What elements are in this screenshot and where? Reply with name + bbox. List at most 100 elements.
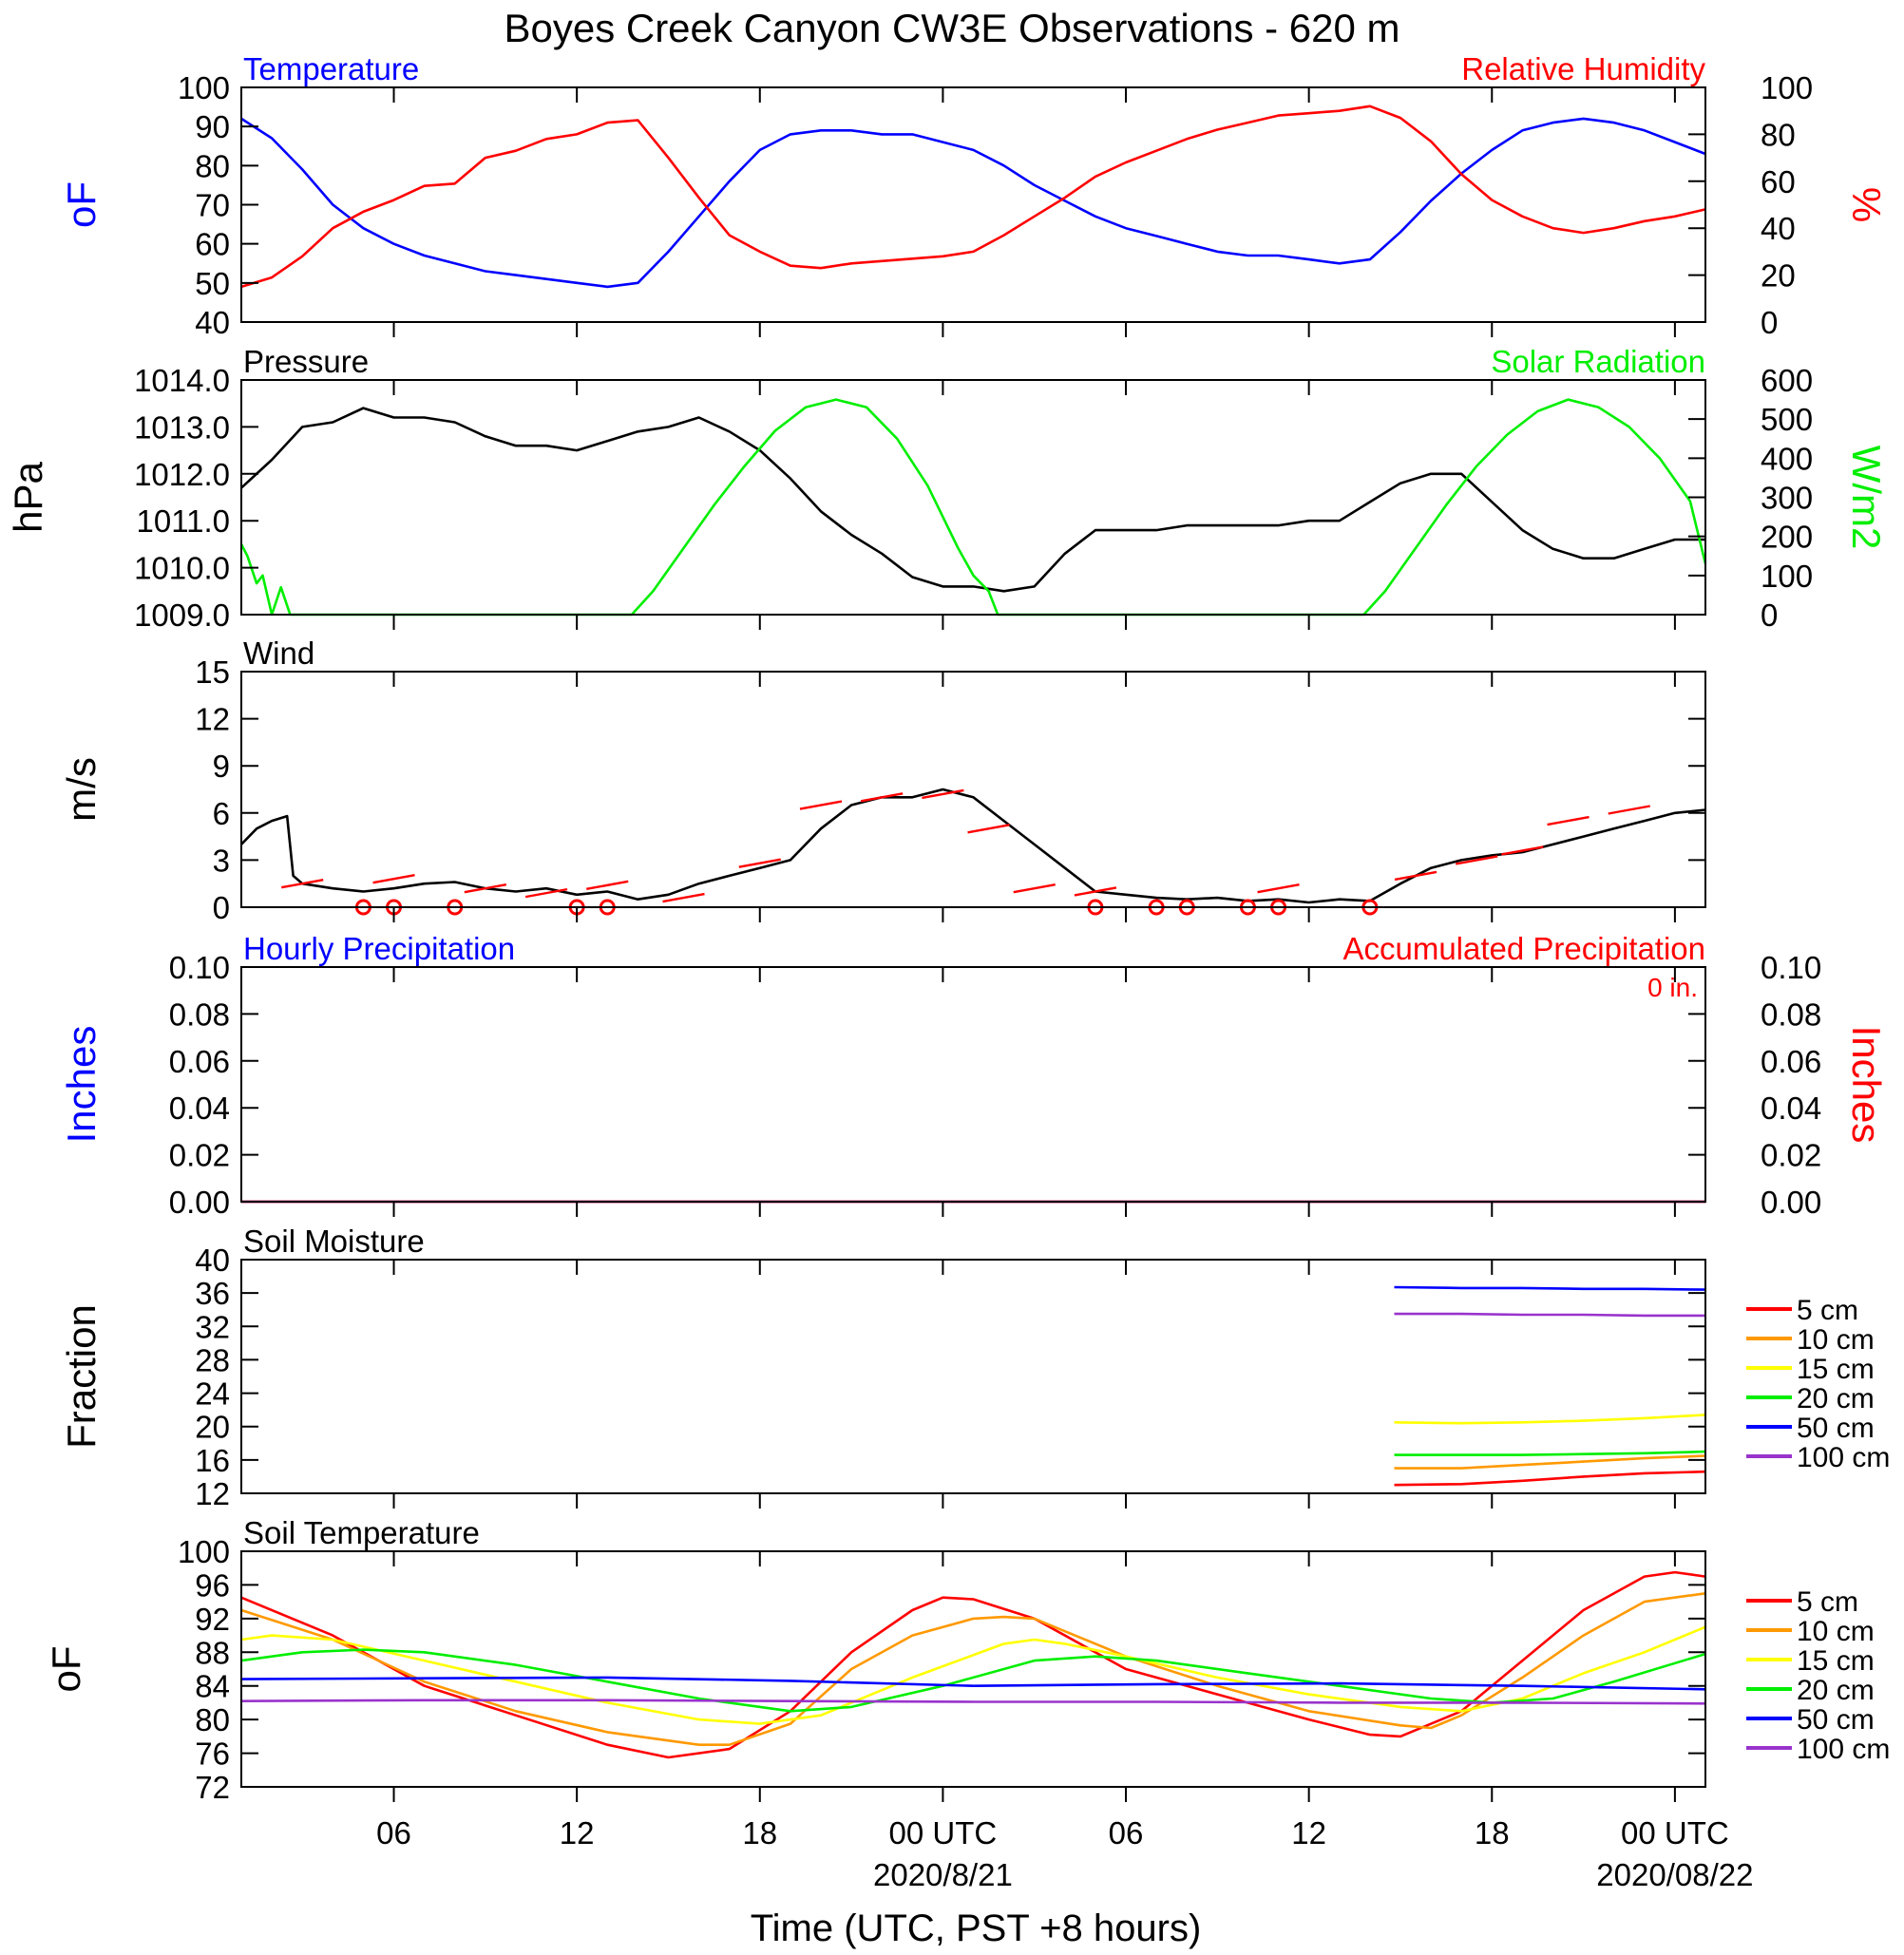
panel-temp_rh: 40 50 60 70 80 90 100 0 20 40 60 80 100 Temperature Re… <box>59 51 1889 340</box>
legend-label: 10 cm <box>1797 1324 1875 1356</box>
y-tick-label-right: 400 <box>1761 441 1813 476</box>
wind-barb <box>1013 883 1056 894</box>
x-tick-label: 18 <box>742 1815 777 1851</box>
y-tick-label-left: 90 <box>195 109 230 144</box>
y-tick-label-left: 15 <box>195 655 230 690</box>
wind-barb <box>738 858 781 868</box>
series-line-20-cm <box>1394 1450 1706 1456</box>
y-tick-label-left: 0.02 <box>169 1138 230 1173</box>
series-line-solar-radiation <box>239 398 1707 617</box>
chart-title: Boyes Creek Canyon CW3E Observations - 6… <box>504 6 1399 50</box>
panel-frame <box>240 1550 1706 1788</box>
panel-title-right: Relative Humidity <box>1461 51 1705 86</box>
y-tick-label-left: 1014.0 <box>134 363 230 398</box>
legend-label: 15 cm <box>1797 1354 1875 1385</box>
panel-title-left: Pressure <box>243 344 369 379</box>
y-tick-label-right: 100 <box>1761 559 1813 594</box>
wind-barb <box>662 892 705 903</box>
legend-label: 10 cm <box>1797 1616 1875 1647</box>
panel-frame <box>240 671 1706 908</box>
y-tick-label-right: 100 <box>1761 70 1813 105</box>
y-tick-label-right: 200 <box>1761 520 1813 555</box>
y-tick-label-left: 1013.0 <box>134 409 230 445</box>
series-line-15-cm <box>1394 1414 1706 1425</box>
y-tick-label-right: 600 <box>1761 363 1813 398</box>
y-tick-label-right: 80 <box>1761 117 1796 152</box>
series-line-5-cm <box>240 1570 1706 1759</box>
wind-barb <box>524 887 568 899</box>
y-tick-label-left: 0.06 <box>169 1044 230 1079</box>
panel-title-right: Solar Radiation <box>1491 344 1705 379</box>
x-tick-label: 18 <box>1475 1815 1510 1851</box>
series-line-wind <box>240 788 1706 904</box>
x-tick-date-label: 2020/08/22 <box>1596 1857 1753 1892</box>
wind-barb <box>967 824 1010 834</box>
series-line-5-cm <box>1394 1470 1706 1487</box>
y-tick-label-right: 0.06 <box>1761 1044 1821 1079</box>
y-tick-label-left: 16 <box>195 1443 230 1478</box>
y-tick-label-right: 0.04 <box>1761 1091 1821 1126</box>
series-line-pressure <box>240 407 1705 593</box>
panel-title-left: Wind <box>243 636 314 671</box>
panel-wind: 0 3 6 9 12 15 Wind m/s <box>59 636 1706 925</box>
x-tick-date-label: 2020/8/21 <box>873 1857 1013 1892</box>
y-tick-label-right: 20 <box>1761 258 1796 294</box>
y-tick-label-left: 6 <box>213 796 230 831</box>
y-axis-label-left: m/s <box>59 757 104 822</box>
wind-barb <box>1074 886 1117 897</box>
y-tick-label-right: 500 <box>1761 402 1813 437</box>
wind-barb <box>464 883 507 894</box>
y-tick-label-right: 0 <box>1761 305 1778 340</box>
y-tick-label-right: 60 <box>1761 164 1796 199</box>
y-tick-label-left: 80 <box>195 148 230 183</box>
y-tick-label-left: 1011.0 <box>137 503 230 539</box>
y-tick-label-left: 40 <box>195 1243 230 1278</box>
series-line-15-cm <box>240 1625 1706 1725</box>
wind-barb <box>372 874 415 884</box>
wind-barb <box>1547 815 1590 826</box>
panel-title-left: Soil Temperature <box>243 1515 480 1550</box>
legend-label: 100 cm <box>1797 1442 1890 1473</box>
panel-frame <box>240 1259 1706 1494</box>
legend-label: 5 cm <box>1797 1295 1858 1326</box>
y-axis-label-left: oF <box>59 181 104 228</box>
legend-label: 15 cm <box>1797 1645 1875 1677</box>
accumulated-precip-annotation: 0 in. <box>1647 973 1698 1002</box>
y-tick-label-left: 28 <box>195 1342 230 1377</box>
wind-barb <box>1501 845 1544 856</box>
y-tick-label-left: 0 <box>213 890 230 925</box>
legend-label: 100 cm <box>1797 1734 1890 1765</box>
y-tick-label-left: 100 <box>178 70 230 105</box>
x-axis-label: Time (UTC, PST +8 hours) <box>751 1908 1202 1949</box>
series-line-100-cm <box>240 1699 1706 1705</box>
wind-barb <box>1394 870 1438 882</box>
y-axis-label-left: oF <box>44 1645 88 1692</box>
y-axis-label-right: % <box>1844 187 1889 222</box>
y-tick-label-left: 20 <box>195 1410 230 1445</box>
panel-title-left: Hourly Precipitation <box>243 931 515 966</box>
legend-label: 20 cm <box>1797 1383 1875 1414</box>
y-tick-label-left: 1012.0 <box>134 457 230 492</box>
y-axis-label-left: hPa <box>6 461 50 532</box>
y-tick-label-right: 40 <box>1761 211 1796 246</box>
y-tick-label-left: 3 <box>213 843 230 878</box>
y-tick-label-right: 0 <box>1761 598 1778 633</box>
x-tick-label: 12 <box>560 1815 595 1851</box>
series-line-relative-humidity <box>240 104 1706 289</box>
series-line-50-cm <box>240 1676 1706 1691</box>
y-tick-label-right: 300 <box>1761 481 1813 516</box>
series-line-50-cm <box>1394 1285 1706 1291</box>
wind-barb <box>922 788 964 800</box>
y-tick-label-left: 92 <box>195 1602 230 1637</box>
panel-title-right: Accumulated Precipitation <box>1342 931 1705 966</box>
y-tick-label-right: 0.08 <box>1761 996 1821 1032</box>
y-tick-label-left: 72 <box>195 1770 230 1805</box>
wind-barb <box>1257 883 1300 894</box>
y-tick-label-left: 9 <box>213 749 230 784</box>
panel-title-left: Soil Moisture <box>243 1224 425 1259</box>
y-tick-label-left: 60 <box>195 227 230 262</box>
y-axis-label-left: Inches <box>59 1026 104 1144</box>
